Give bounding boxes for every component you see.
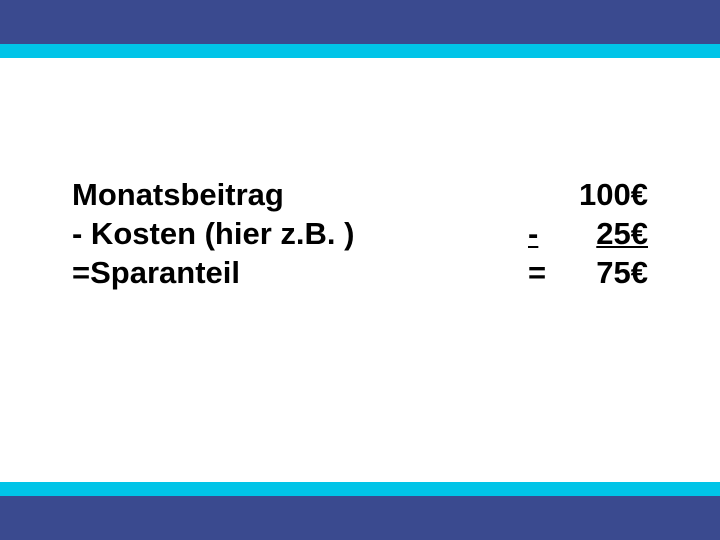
header-stripe-navy bbox=[0, 0, 720, 44]
row-label: =Sparanteil bbox=[72, 254, 354, 293]
row-label: Monatsbeitrag bbox=[72, 176, 354, 215]
row-amount: 25€ bbox=[558, 215, 648, 254]
row-operator: = bbox=[528, 254, 558, 293]
footer-stripe-cyan bbox=[0, 482, 720, 496]
footer-band bbox=[0, 482, 720, 540]
row-value: 100€ bbox=[528, 176, 648, 215]
row-operator bbox=[528, 176, 558, 215]
row-amount: 75€ bbox=[558, 254, 648, 293]
header-band bbox=[0, 0, 720, 58]
row-label: - Kosten (hier z.B. ) bbox=[72, 215, 354, 254]
header-stripe-cyan bbox=[0, 44, 720, 58]
calculation-labels: Monatsbeitrag - Kosten (hier z.B. ) =Spa… bbox=[72, 176, 354, 292]
row-amount: 100€ bbox=[558, 176, 648, 215]
row-value: = 75€ bbox=[528, 254, 648, 293]
calculation-block: Monatsbeitrag - Kosten (hier z.B. ) =Spa… bbox=[72, 176, 648, 292]
row-operator: - bbox=[528, 215, 558, 254]
row-value: - 25€ bbox=[528, 215, 648, 254]
footer-stripe-navy bbox=[0, 496, 720, 540]
calculation-values: 100€ - 25€ = 75€ bbox=[528, 176, 648, 292]
